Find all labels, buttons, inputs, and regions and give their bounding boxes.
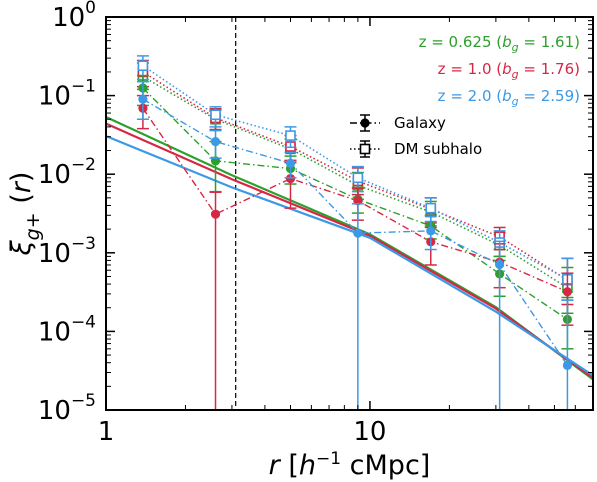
y-tick-label: 10−2 <box>38 155 96 190</box>
style-legend-galaxy: Galaxy <box>350 114 446 132</box>
model-curve-2 <box>106 135 593 377</box>
dm-point <box>425 202 437 214</box>
x-tick-label: 1 <box>98 417 115 447</box>
legend-entry-2: z = 2.0 (bg = 2.59) <box>438 87 580 108</box>
y-tick-label: 10−4 <box>38 312 96 347</box>
galaxy-point <box>210 209 221 219</box>
galaxy-point <box>285 173 296 184</box>
axis-ticks-layer <box>105 16 594 411</box>
legend-entry-1: z = 1.0 (bg = 1.76) <box>438 60 580 81</box>
galaxy-point <box>285 158 296 168</box>
galaxy-point <box>426 226 436 236</box>
style-legend-label: Galaxy <box>394 114 446 132</box>
galaxy-point <box>562 360 573 370</box>
y-tick-label: 10−1 <box>38 77 96 112</box>
legend: z = 0.625 (bg = 1.61) z = 1.0 (bg = 1.76)… <box>350 33 580 158</box>
y-tick-label: 100 <box>52 0 96 33</box>
x-axis-label: r [h−1 cMpc] <box>269 449 431 481</box>
dm-point <box>210 109 221 121</box>
dm-point <box>352 172 364 184</box>
style-legend-label: DM subhalo <box>394 140 482 158</box>
style-legend-dm: DM subhalo <box>350 140 482 158</box>
dm-point <box>285 130 296 141</box>
legend-entry-0: z = 0.625 (bg = 1.61) <box>419 33 580 54</box>
galaxy-point <box>210 136 221 147</box>
x-tick-label: 10 <box>353 417 386 447</box>
galaxy-point <box>353 228 363 238</box>
chart-marks-layer <box>136 55 574 410</box>
galaxy-point <box>353 196 363 206</box>
dm-point <box>137 60 149 72</box>
y-tick-label: 10−5 <box>38 391 96 426</box>
galaxy-point <box>138 94 148 104</box>
galaxy-point <box>495 259 505 270</box>
plot-frame <box>105 16 594 411</box>
galaxy-point <box>562 287 573 297</box>
y-tick-label: 10−3 <box>38 234 96 269</box>
